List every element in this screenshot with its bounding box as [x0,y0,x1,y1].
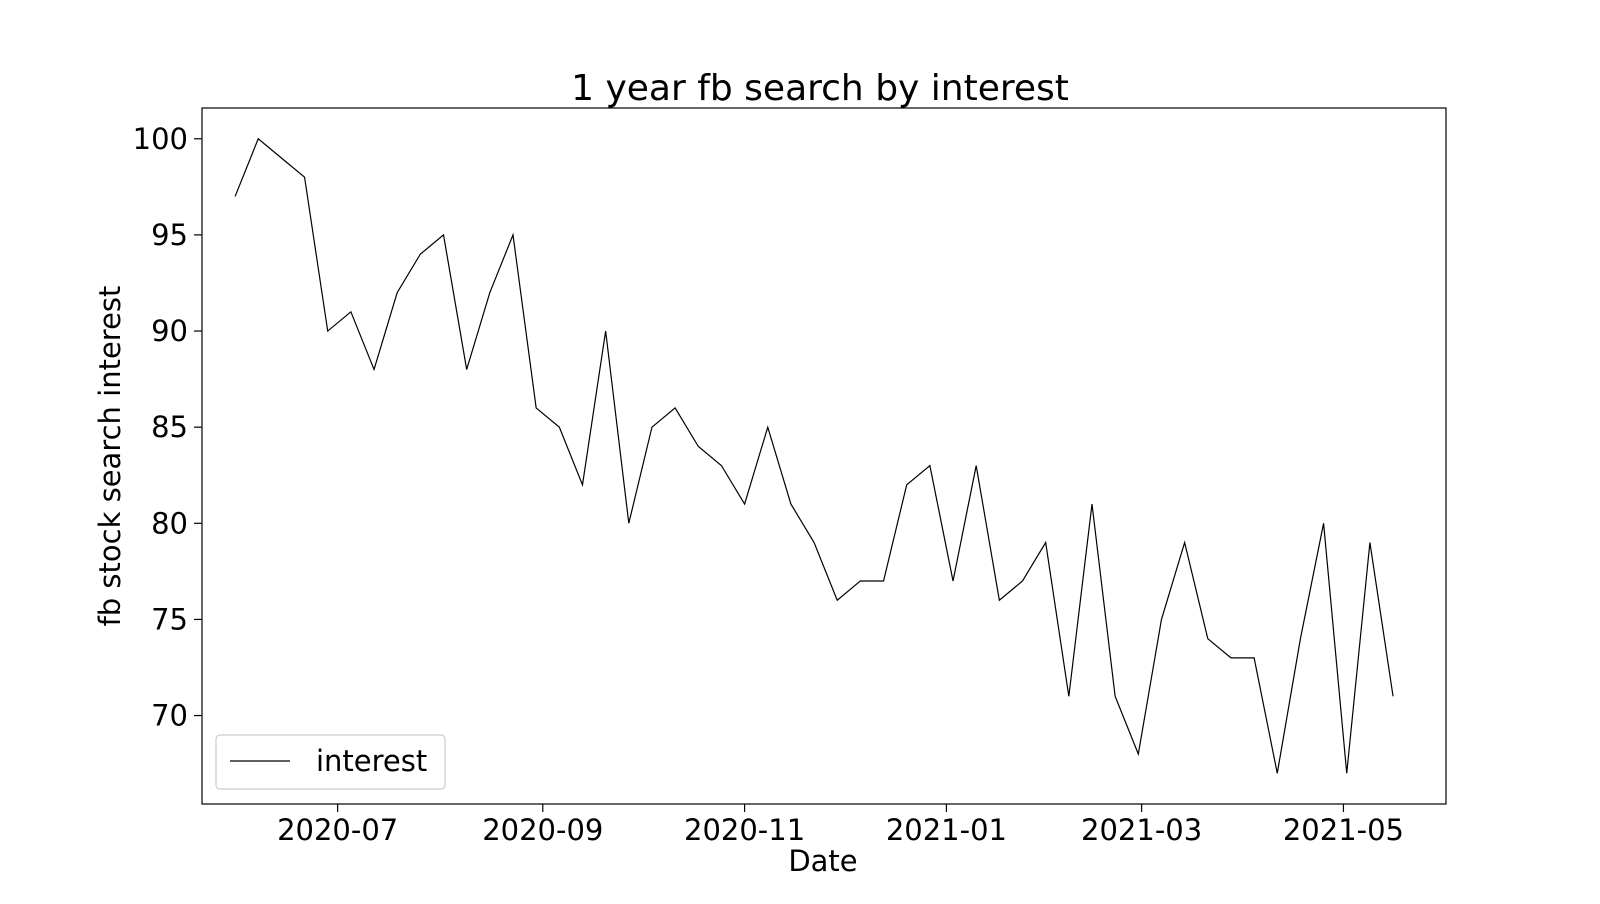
x-axis: 2020-07 2020-09 2020-11 2021-01 2021-03 2021-… [277,804,1404,847]
y-axis: 70 75 80 85 90 95 100 [133,122,202,733]
y-tick-label: 100 [133,122,188,156]
x-tick-label: 2020-09 [482,813,603,847]
x-tick-label: 2020-11 [684,813,805,847]
legend-label-interest: interest [316,744,427,778]
x-tick-label: 2020-07 [277,813,398,847]
y-tick-label: 95 [151,218,188,252]
y-tick-label: 75 [151,602,188,636]
legend-box [215,734,446,790]
y-tick-label: 90 [151,314,188,348]
y-tick-label: 80 [151,506,188,540]
y-tick-label: 85 [151,410,188,444]
x-tick-label: 2021-01 [886,813,1007,847]
y-axis-label: fb stock search interest [93,286,127,627]
x-axis-label: Date [788,844,857,878]
x-tick-label: 2021-05 [1283,813,1404,847]
plot-area-frame [201,107,1447,805]
series-line-interest [234,137,1394,774]
y-tick-label: 70 [151,699,188,733]
chart-title: 1 year fb search by interest [571,68,1069,109]
x-tick-label: 2021-03 [1081,813,1202,847]
legend: interest [215,734,446,790]
